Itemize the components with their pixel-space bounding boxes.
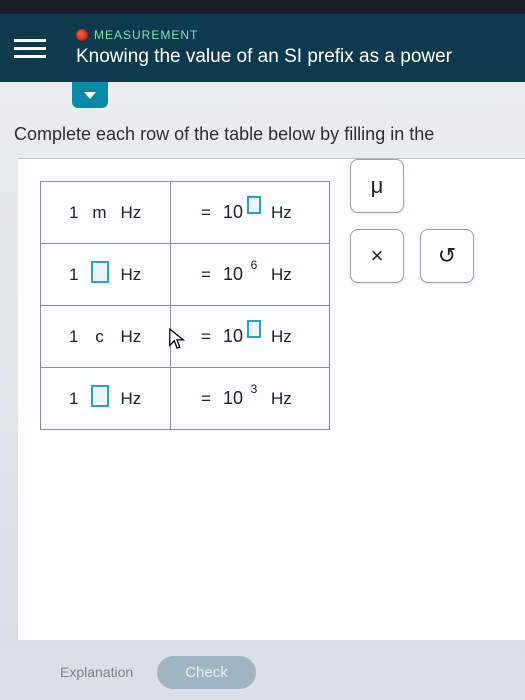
equals-sign: =: [199, 389, 213, 409]
category-text: MEASUREMENT: [94, 28, 198, 42]
unit-left: Hz: [121, 389, 145, 409]
coefficient: 1: [67, 203, 79, 223]
app-topbar: [0, 0, 525, 14]
times-symbol: ×: [371, 243, 384, 269]
exponent-slot: 3: [247, 382, 261, 396]
exponent-slot[interactable]: [247, 196, 261, 217]
unit-right: Hz: [271, 265, 301, 285]
exponent-input-blank[interactable]: [247, 196, 261, 214]
equals-sign: =: [199, 265, 213, 285]
reset-icon: ↺: [438, 243, 456, 269]
record-dot-icon: [76, 29, 88, 41]
check-button[interactable]: Check: [157, 656, 256, 689]
table-row: 1m Hz = 10 Hz: [41, 182, 330, 244]
exponent-slot: 6: [247, 258, 261, 272]
category-label: MEASUREMENT: [76, 28, 525, 42]
reset-button[interactable]: ↺: [420, 229, 474, 283]
header-text: MEASUREMENT Knowing the value of an SI p…: [76, 28, 525, 68]
mu-symbol: μ: [371, 173, 384, 199]
coefficient: 1: [67, 389, 79, 409]
mu-button[interactable]: μ: [350, 159, 404, 213]
base-ten: 10: [223, 326, 243, 347]
table-row: 1c Hz = 10 Hz: [41, 306, 330, 368]
prefix-slot: m: [89, 203, 111, 223]
coefficient: 1: [67, 265, 79, 285]
exponent-input-blank[interactable]: [247, 320, 261, 338]
si-prefix-table: 1mHz=10Hz1Hz=106Hz1cHz=10Hz1Hz=103Hz: [40, 181, 330, 430]
menu-icon[interactable]: [14, 39, 46, 58]
times-button[interactable]: ×: [350, 229, 404, 283]
table-row: 1Hz=106Hz: [41, 244, 330, 306]
expand-tab[interactable]: [72, 82, 108, 108]
unit-left: Hz: [121, 203, 145, 223]
prefix-slot: c: [89, 327, 111, 347]
unit-right: Hz: [271, 389, 301, 409]
content-area: Complete each row of the table below by …: [0, 82, 525, 700]
prefix-input-blank[interactable]: [91, 261, 109, 283]
prefix-slot[interactable]: [89, 385, 111, 412]
equals-sign: =: [199, 203, 213, 223]
coefficient: 1: [67, 327, 79, 347]
power-of-ten: 103: [223, 388, 261, 409]
exponent-slot[interactable]: [247, 320, 261, 341]
prefix-input-blank[interactable]: [91, 385, 109, 407]
base-ten: 10: [223, 388, 243, 409]
explanation-link[interactable]: Explanation: [60, 664, 133, 680]
chevron-down-icon: [84, 92, 96, 99]
power-of-ten: 106: [223, 264, 261, 285]
power-of-ten: 10: [223, 326, 261, 347]
base-ten: 10: [223, 264, 243, 285]
power-of-ten: 10: [223, 202, 261, 223]
unit-right: Hz: [271, 203, 301, 223]
lesson-header: MEASUREMENT Knowing the value of an SI p…: [0, 14, 525, 82]
unit-left: Hz: [121, 265, 145, 285]
table-row: 1Hz=103Hz: [41, 368, 330, 430]
unit-right: Hz: [271, 327, 301, 347]
base-ten: 10: [223, 202, 243, 223]
prefix-slot[interactable]: [89, 261, 111, 288]
equals-sign: =: [199, 327, 213, 347]
work-area: 1mHz=10Hz1Hz=106Hz1cHz=10Hz1Hz=103Hz μ ×…: [18, 158, 525, 640]
instruction-text: Complete each row of the table below by …: [14, 124, 525, 145]
unit-left: Hz: [121, 327, 145, 347]
symbol-palette: μ × ↺: [350, 159, 474, 283]
footer-bar: Explanation Check: [0, 644, 525, 700]
lesson-title: Knowing the value of an SI prefix as a p…: [76, 46, 525, 68]
